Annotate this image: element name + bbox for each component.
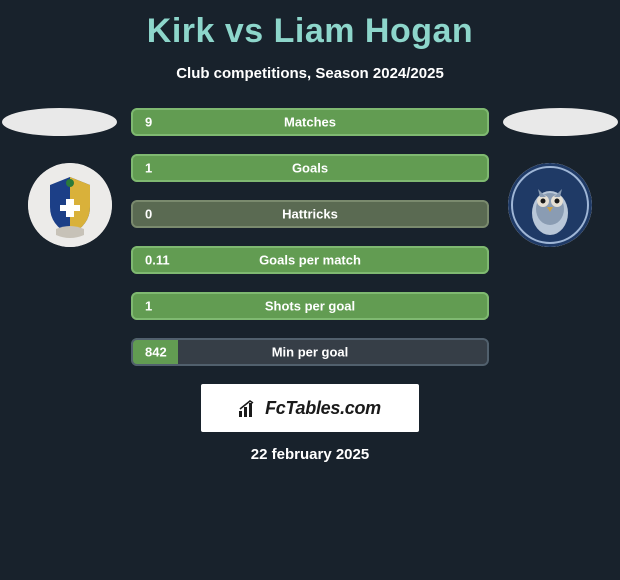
stat-bar-goals-per-match: 0.11Goals per match [131, 246, 489, 274]
club-badge-right [508, 163, 592, 247]
player-shadow-right [503, 108, 618, 136]
footer-date: 22 february 2025 [0, 446, 620, 463]
comparison-panel: 9Matches 1Goals 0Hattricks 0.11Goals per ma… [0, 108, 620, 463]
shield-crest-icon [28, 163, 112, 247]
stat-bar-goals: 1Goals [131, 154, 489, 182]
page-title: Kirk vs Liam Hogan [0, 0, 620, 51]
bar-label: Hattricks [131, 207, 489, 222]
stat-bars: 9Matches 1Goals 0Hattricks 0.11Goals per ma… [131, 108, 489, 366]
owl-crest-icon [508, 163, 592, 247]
stat-bar-shots-per-goal: 1Shots per goal [131, 292, 489, 320]
watermark-text: FcTables.com [265, 398, 381, 419]
stat-bar-hattricks: 0Hattricks [131, 200, 489, 228]
subtitle: Club competitions, Season 2024/2025 [0, 65, 620, 82]
chart-icon [239, 399, 259, 417]
club-badge-left [28, 163, 112, 247]
bar-label: Goals [131, 161, 489, 176]
stat-bar-matches: 9Matches [131, 108, 489, 136]
player-shadow-left [2, 108, 117, 136]
watermark: FcTables.com [201, 384, 419, 432]
stat-bar-min-per-goal: 842Min per goal [131, 338, 489, 366]
bar-label: Matches [131, 115, 489, 130]
bar-label: Goals per match [131, 253, 489, 268]
bar-label: Min per goal [131, 345, 489, 360]
bar-label: Shots per goal [131, 299, 489, 314]
